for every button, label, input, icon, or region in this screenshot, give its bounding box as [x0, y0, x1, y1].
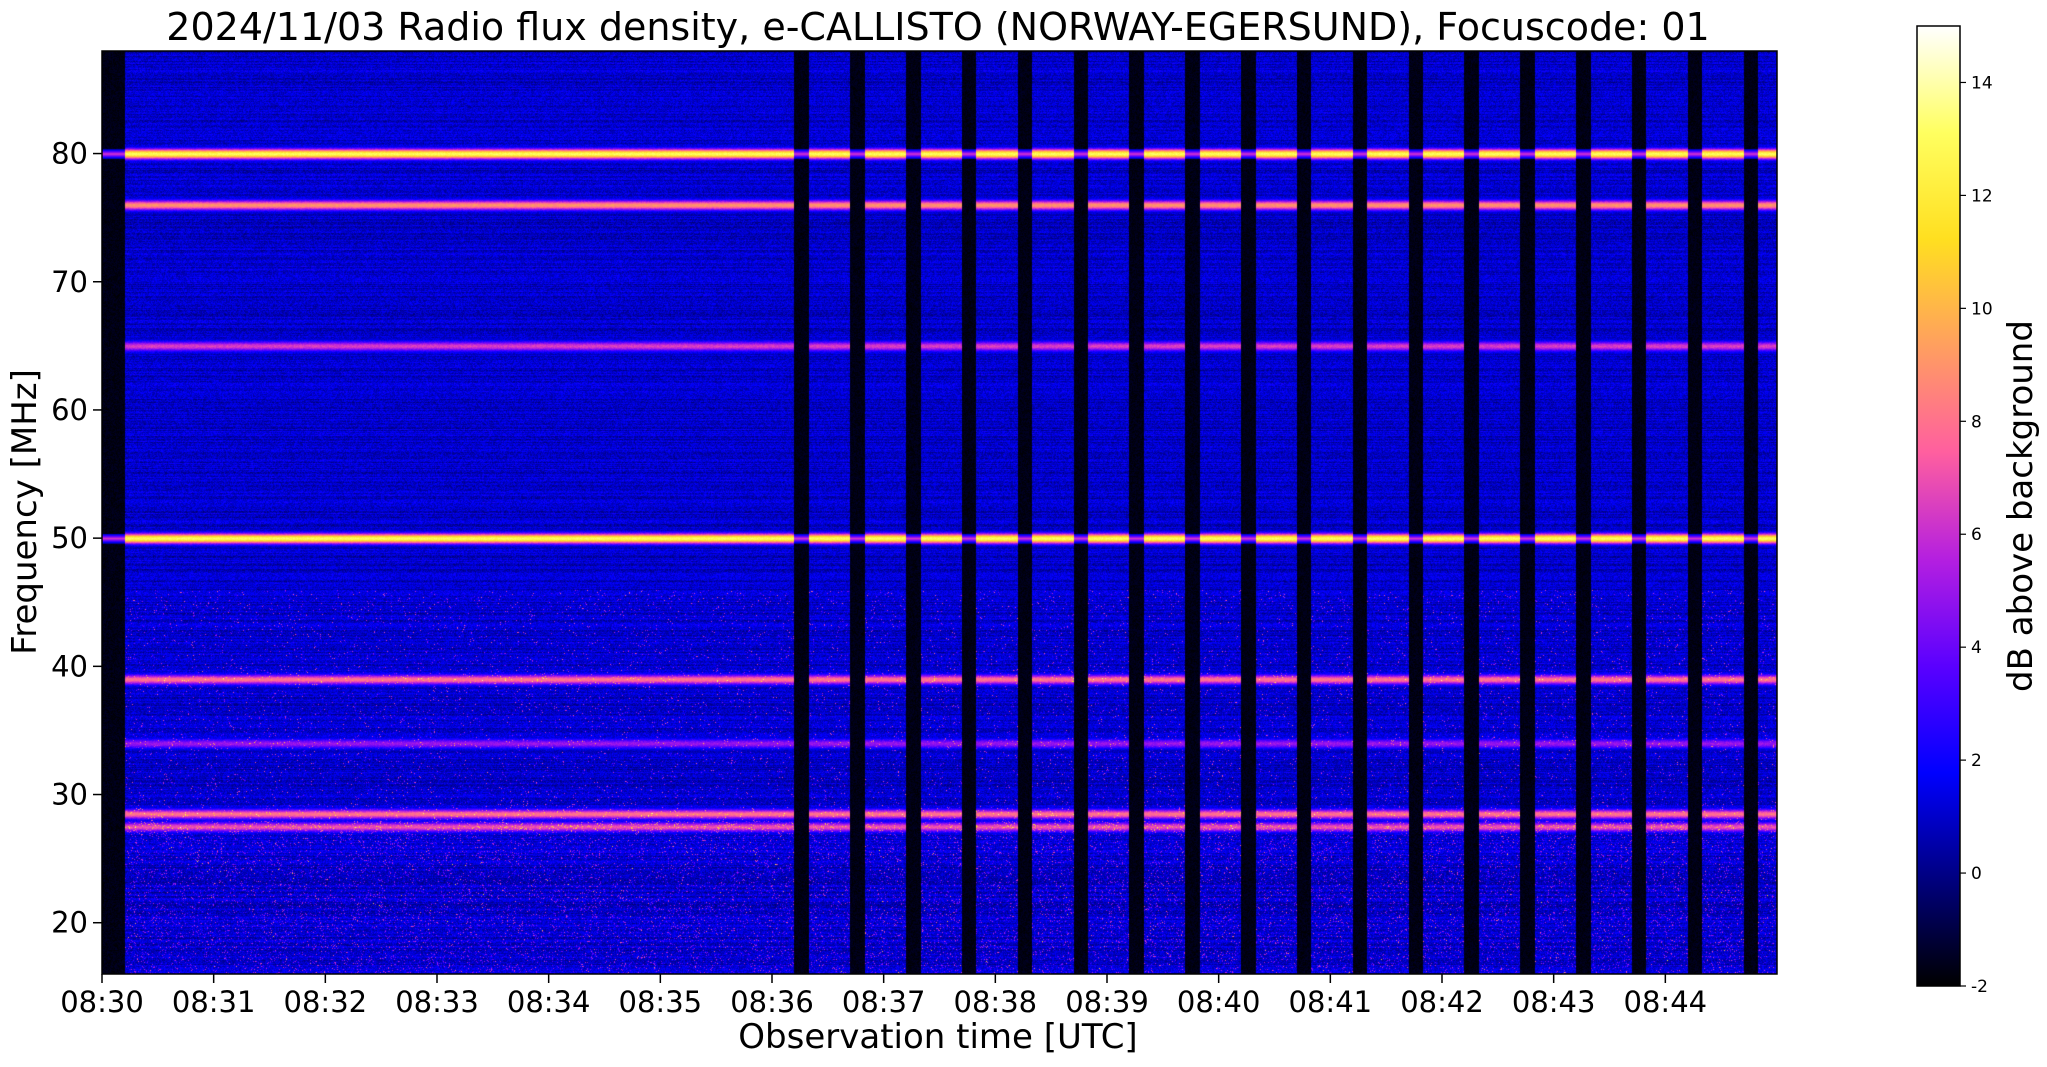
spectrogram-area	[102, 51, 1777, 974]
colorbar-tick-label: 10	[1971, 299, 1993, 319]
y-tick-label: 20	[51, 906, 88, 940]
x-axis-ticks: 08:30 08:31 08:32 08:33 08:34 08:35 08:36 08:37…	[60, 974, 1707, 1019]
colorbar-tick-label: -2	[1971, 977, 1988, 997]
colorbar-tick-label: 4	[1971, 638, 1982, 658]
x-tick-label: 08:31	[172, 985, 256, 1019]
x-tick-label: 08:42	[1400, 985, 1484, 1019]
x-tick-label: 08:37	[842, 985, 926, 1019]
colorbar-tick-label: 2	[1971, 751, 1982, 771]
y-tick-label: 70	[51, 265, 88, 299]
x-tick-label: 08:38	[954, 985, 1038, 1019]
y-tick-label: 60	[51, 393, 88, 427]
y-tick-label: 50	[51, 521, 88, 555]
x-tick-label: 08:33	[395, 985, 479, 1019]
x-tick-label: 08:34	[507, 985, 591, 1019]
x-tick-label: 08:40	[1177, 985, 1261, 1019]
x-tick-label: 08:44	[1624, 985, 1708, 1019]
plot-frame	[101, 50, 1778, 975]
colorbar-tick-label: 6	[1971, 525, 1982, 545]
x-tick-label: 08:35	[619, 985, 703, 1019]
x-tick-label: 08:30	[60, 985, 144, 1019]
y-tick-label: 30	[51, 778, 88, 812]
colorbar-tick-label: 0	[1971, 864, 1982, 884]
colorbar-tick-label: 14	[1971, 73, 1993, 93]
chart-title: 2024/11/03 Radio flux density, e-CALLIST…	[166, 5, 1709, 49]
x-tick-label: 08:32	[284, 985, 368, 1019]
y-axis-label: Frequency [MHz]	[5, 369, 45, 655]
x-tick-label: 08:39	[1065, 985, 1149, 1019]
y-axis-ticks: 20 30 40 50 60 70 80	[51, 137, 102, 940]
colorbar-label: dB above background	[2001, 320, 2041, 692]
colorbar-ticks: -2 0 2 4 6 8 10 12 14	[1960, 73, 1993, 997]
y-tick-label: 80	[51, 137, 88, 171]
x-tick-label: 08:41	[1289, 985, 1373, 1019]
y-tick-label: 40	[51, 649, 88, 683]
colorbar-tick-label: 12	[1971, 186, 1993, 206]
colorbar-tick-label: 8	[1971, 412, 1982, 432]
x-tick-label: 08:43	[1512, 985, 1596, 1019]
x-axis-label: Observation time [UTC]	[738, 1017, 1137, 1057]
colorbar	[1916, 25, 1961, 987]
x-tick-label: 08:36	[730, 985, 814, 1019]
